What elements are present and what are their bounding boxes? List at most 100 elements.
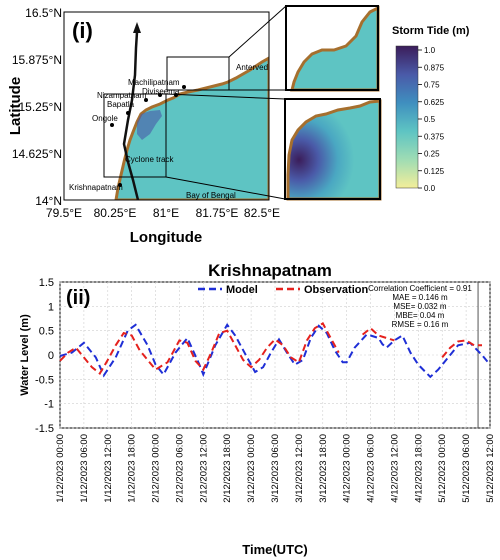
legend-label-model: Model xyxy=(226,284,258,296)
place-label-antervedi: Antervedi xyxy=(236,63,270,72)
x-tick-label: 3/12/2023 00:00 xyxy=(246,434,257,503)
x-tick-labels: 1/12/2023 00:00 1/12/2023 06:00 1/12/2023 … xyxy=(55,434,496,503)
x-tick-label: 1/12/2023 06:00 xyxy=(79,434,90,503)
panel-label-i: (i) xyxy=(72,18,93,43)
inset-north xyxy=(285,5,380,92)
lat-tick-label: 14.625°N xyxy=(12,147,62,161)
grid xyxy=(59,281,491,429)
lat-tick-labels: 16.5°N 15.875°N 15.25°N 14.625°N 14°N xyxy=(12,6,62,208)
series-lines xyxy=(59,322,491,379)
x-tick-label: 4/12/2023 18:00 xyxy=(413,434,424,503)
y-tick-label: 0.5 xyxy=(39,326,54,338)
map-xlabel: Longitude xyxy=(130,229,202,246)
colorbar-tick-label: 0.625 xyxy=(424,98,445,107)
map-frame xyxy=(63,11,270,201)
chart-title: Krishnapatnam xyxy=(208,261,332,280)
chart-ylabel: Water Level (m) xyxy=(19,314,31,396)
stats-line: MBE= 0.04 m xyxy=(396,311,445,320)
inset-north-frame xyxy=(285,5,379,91)
chart-xlabel: Time(UTC) xyxy=(242,542,307,557)
place-label-machilipatnam: Machilipatnam xyxy=(128,78,180,87)
stats-box: Correlation Coefficient = 0.91 MAE = 0.1… xyxy=(368,284,472,329)
x-tick-label: 4/12/2023 06:00 xyxy=(366,434,377,503)
place-dot xyxy=(158,93,162,97)
y-tick-label: -1.5 xyxy=(35,423,54,435)
inset-north-sea xyxy=(290,5,380,92)
x-tick-label: 5/12/2023 00:00 xyxy=(437,434,448,503)
lat-tick-label: 15.875°N xyxy=(12,53,62,67)
inset-south xyxy=(284,98,382,201)
x-tick-label: 3/12/2023 12:00 xyxy=(294,434,305,503)
x-tick-label: 2/12/2023 00:00 xyxy=(151,434,162,503)
y-tick-label: -0.5 xyxy=(35,374,54,386)
y-tick-label: -1 xyxy=(44,399,54,411)
x-tick-label: 2/12/2023 06:00 xyxy=(174,434,185,503)
place-dot xyxy=(126,111,130,115)
legend: Model Observation xyxy=(198,284,368,296)
lat-tick-label: 15.25°N xyxy=(19,100,63,114)
lat-tick-label: 14°N xyxy=(35,194,62,208)
lon-tick-label: 81.75°E xyxy=(196,206,239,220)
place-label-ongole: Ongole xyxy=(92,114,118,123)
series-line-observation xyxy=(361,326,395,342)
connector-line xyxy=(165,93,286,100)
cyclone-track-arrowhead xyxy=(133,22,141,33)
panel-label-ii: (ii) xyxy=(66,287,90,309)
x-tick-label: 5/12/2023 12:00 xyxy=(485,434,496,503)
legend-label-observation: Observation xyxy=(304,284,368,296)
x-tick-label: 2/12/2023 18:00 xyxy=(222,434,233,503)
stats-line: Correlation Coefficient = 0.91 xyxy=(368,284,472,293)
place-dot xyxy=(174,93,178,97)
colorbar-tick-label: 0.375 xyxy=(424,132,445,141)
place-label-nizampatnam: Nizampatnam xyxy=(97,91,147,100)
zoom-box-south xyxy=(103,93,167,178)
x-tick-label: 1/12/2023 00:00 xyxy=(55,434,66,503)
zoom-box-north xyxy=(166,56,230,91)
map-panel: Antervedi Machilipatnam Diviseema Nizamp… xyxy=(7,5,470,246)
sea-area xyxy=(114,56,269,200)
inset-south-frame xyxy=(284,98,381,200)
colorbar-ramp xyxy=(395,45,419,189)
x-tick-label: 2/12/2023 12:00 xyxy=(198,434,209,503)
x-tick-label: 4/12/2023 00:00 xyxy=(342,434,353,503)
lon-tick-labels: 79.5°E 80.25°E 81°E 81.75°E 82.5°E xyxy=(46,206,280,220)
place-label-krishnapatnam: Krishnapatnam xyxy=(69,183,123,192)
lon-tick-label: 81°E xyxy=(153,206,179,220)
colorbar-tick-label: 1.0 xyxy=(424,46,436,55)
x-tick-label: 4/12/2023 12:00 xyxy=(389,434,400,503)
x-tick-label: 3/12/2023 06:00 xyxy=(270,434,281,503)
place-label-diviseema: Diviseema xyxy=(142,87,180,96)
y-tick-label: 0 xyxy=(48,350,54,362)
place-dot xyxy=(118,183,122,187)
lon-tick-label: 79.5°E xyxy=(46,206,82,220)
colorbar: Storm Tide (m) 1.0 0.875 0.75 0.625 0.5 0.375… xyxy=(392,25,470,193)
series-line-observation xyxy=(59,322,340,376)
stats-line: MSE= 0.032 m xyxy=(393,302,446,311)
colorbar-ticks: 1.0 0.875 0.75 0.625 0.5 0.375 0.25 0.125 0.0 xyxy=(418,46,445,193)
cyclone-track-line xyxy=(122,31,140,201)
series-line-observation xyxy=(441,339,482,359)
colorbar-tick-label: 0.75 xyxy=(424,81,440,90)
inset-south-sea xyxy=(286,99,382,201)
map-ylabel: Latitude xyxy=(7,77,24,135)
y-tick-label: 1.5 xyxy=(39,277,54,289)
lon-tick-label: 82.5°E xyxy=(244,206,280,220)
stats-line: MAE = 0.146 m xyxy=(392,293,448,302)
colorbar-tick-label: 0.0 xyxy=(424,184,436,193)
coast-surge-zone xyxy=(137,110,162,140)
stats-line: RMSE = 0.16 m xyxy=(392,320,449,329)
x-tick-label: 1/12/2023 18:00 xyxy=(127,434,138,503)
connector-line xyxy=(228,5,287,58)
lon-tick-label: 80.25°E xyxy=(94,206,137,220)
series-line-model xyxy=(59,322,491,379)
connector-line xyxy=(165,176,286,200)
place-dot xyxy=(144,98,148,102)
lat-tick-label: 16.5°N xyxy=(25,6,62,20)
sea-label: Bay of Bengal xyxy=(186,191,236,200)
colorbar-tick-label: 0.5 xyxy=(424,115,436,124)
colorbar-tick-label: 0.125 xyxy=(424,167,445,176)
place-dot xyxy=(182,85,186,89)
cyclone-track-label: Cyclone track xyxy=(125,155,174,164)
chart-panel: Krishnapatnam 1.5 1 0.5 0 -0.5 -1 -1.5 1/12/20… xyxy=(19,261,496,557)
